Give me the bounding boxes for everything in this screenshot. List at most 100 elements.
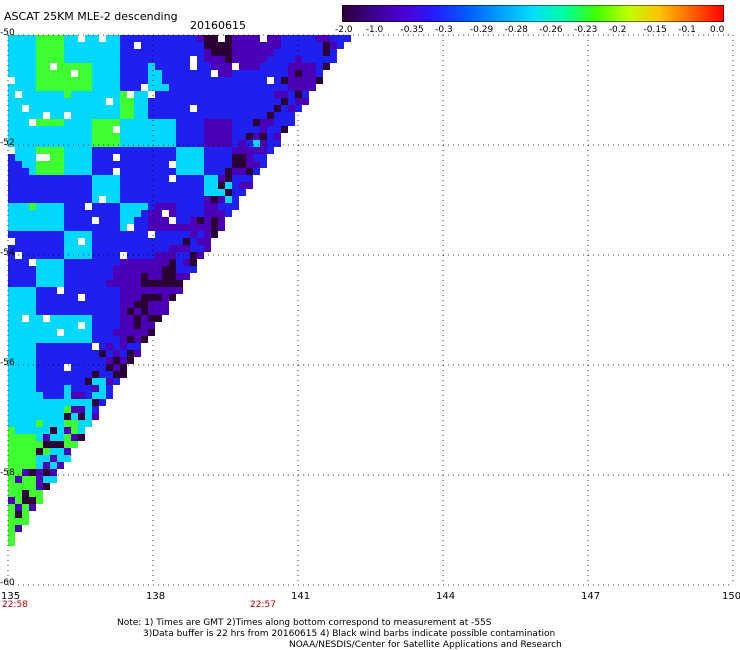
swath-cell: [225, 56, 232, 63]
swath-cell: [246, 105, 253, 112]
swath-cell: [134, 49, 141, 56]
swath-cell: [169, 35, 176, 42]
swath-cell: [22, 357, 29, 364]
swath-cell: [204, 245, 211, 252]
swath-cell: [15, 98, 22, 105]
swath-cell: [106, 140, 113, 147]
swath-cell: [232, 63, 239, 70]
swath-cell: [113, 273, 120, 280]
swath-cell: [246, 77, 253, 84]
swath-cell: [183, 168, 190, 175]
swath-cell: [239, 175, 246, 182]
swath-cell: [106, 203, 113, 210]
swath-cell: [43, 469, 50, 476]
swath-cell: [57, 189, 64, 196]
swath-cell: [78, 252, 85, 259]
swath-cell: [148, 84, 155, 91]
swath-cell: [15, 329, 22, 336]
swath-cell: [71, 322, 78, 329]
swath-cell: [57, 420, 64, 427]
swath-cell: [204, 161, 211, 168]
swath-cell: [8, 161, 15, 168]
swath-cell: [15, 287, 22, 294]
swath-cell: [8, 350, 15, 357]
swath-cell: [78, 91, 85, 98]
swath-cell: [8, 336, 15, 343]
swath-cell: [71, 238, 78, 245]
swath-cell: [71, 315, 78, 322]
swath-cell: [120, 112, 127, 119]
swath-cell: [253, 70, 260, 77]
swath-cell: [85, 147, 92, 154]
swath-cell: [85, 182, 92, 189]
swath-cell: [71, 434, 78, 441]
swath-cell: [15, 189, 22, 196]
swath-cell: [106, 287, 113, 294]
swath-cell: [85, 140, 92, 147]
swath-cell: [148, 126, 155, 133]
swath-cell: [260, 161, 267, 168]
swath-cell: [113, 84, 120, 91]
swath-cell: [141, 280, 148, 287]
swath-cell: [8, 63, 15, 70]
swath-cell: [29, 280, 36, 287]
swath-cell: [78, 147, 85, 154]
swath-cell: [211, 217, 218, 224]
swath-cell: [71, 343, 78, 350]
swath-cell: [211, 224, 218, 231]
swath-cell: [295, 84, 302, 91]
swath-cell: [85, 231, 92, 238]
swath-cell: [204, 238, 211, 245]
swath-cell: [211, 140, 218, 147]
swath-cell: [22, 364, 29, 371]
swath-cell: [64, 343, 71, 350]
latitude-label: -52: [0, 138, 15, 148]
swath-cell: [225, 105, 232, 112]
swath-cell: [43, 203, 50, 210]
swath-cell: [15, 70, 22, 77]
swath-cell: [43, 378, 50, 385]
swath-cell: [78, 280, 85, 287]
swath-cell: [50, 84, 57, 91]
swath-cell: [57, 105, 64, 112]
swath-cell: [43, 441, 50, 448]
swath-cell: [71, 413, 78, 420]
swath-cell: [316, 42, 323, 49]
swath-cell: [78, 308, 85, 315]
swath-cell: [134, 35, 141, 42]
swath-cell: [8, 273, 15, 280]
swath-cell: [120, 133, 127, 140]
swath-cell: [281, 105, 288, 112]
swath-cell: [141, 231, 148, 238]
swath-cell: [99, 280, 106, 287]
swath-cell: [15, 245, 22, 252]
swath-cell: [8, 441, 15, 448]
swath-cell: [22, 420, 29, 427]
swath-cell: [64, 154, 71, 161]
swath-cell: [99, 343, 106, 350]
swath-cell: [43, 182, 50, 189]
swath-cell: [183, 238, 190, 245]
swath-cell: [134, 189, 141, 196]
swath-cell: [316, 77, 323, 84]
swath-cell: [64, 350, 71, 357]
swath-cell: [120, 308, 127, 315]
swath-cell: [99, 238, 106, 245]
swath-cell: [246, 168, 253, 175]
swath-cell: [197, 105, 204, 112]
swath-cell: [85, 203, 92, 210]
swath-cell: [92, 343, 99, 350]
swath-cell: [120, 168, 127, 175]
swath-cell: [148, 154, 155, 161]
swath-cell: [176, 210, 183, 217]
swath-cell: [15, 364, 22, 371]
swath-cell: [183, 259, 190, 266]
swath-cell: [232, 49, 239, 56]
swath-cell: [204, 70, 211, 77]
swath-cell: [92, 287, 99, 294]
swath-cell: [36, 483, 43, 490]
swath-cell: [85, 273, 92, 280]
swath-cell: [36, 399, 43, 406]
swath-cell: [197, 238, 204, 245]
